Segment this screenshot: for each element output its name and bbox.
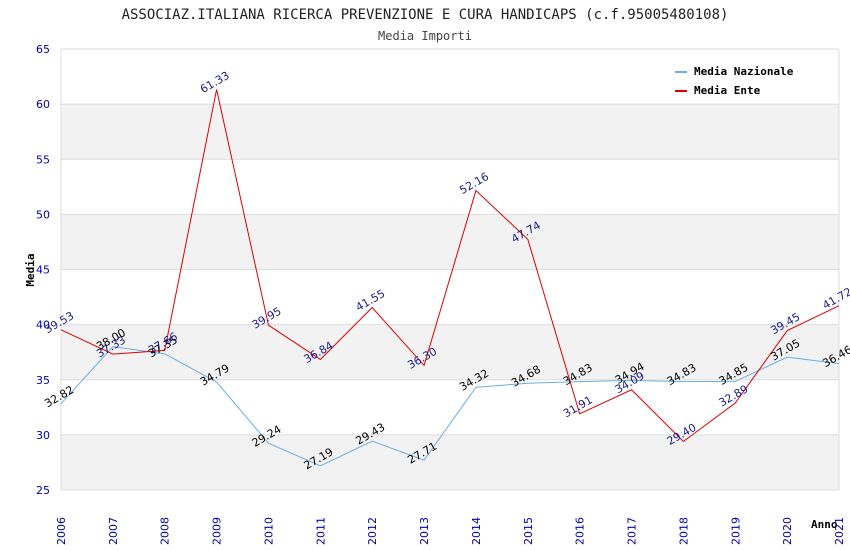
plot-band <box>61 159 839 215</box>
chart-subtitle: Media Importi <box>378 29 472 43</box>
legend-box <box>668 60 810 100</box>
plot-band <box>61 324 839 380</box>
y-tick-label: 45 <box>36 264 50 277</box>
y-tick-label: 25 <box>36 484 50 497</box>
series-lines <box>60 89 840 467</box>
grid-lines <box>60 48 840 491</box>
legend: Media Nazionale Media Ente <box>668 60 810 100</box>
y-axis-ticks: 25 30 35 40 45 50 55 60 65 <box>36 43 50 497</box>
series-line-media-ente <box>60 89 840 443</box>
x-tick-label: 2010 <box>262 517 275 545</box>
y-tick-label: 35 <box>36 374 50 387</box>
plot-band <box>61 434 839 490</box>
x-tick-label: 2017 <box>626 517 639 545</box>
y-tick-label: 60 <box>36 98 50 111</box>
x-tick-label: 2014 <box>470 517 483 545</box>
x-axis-ticks: 2006 2007 2008 2009 2010 2011 2012 2013 2014 2015… <box>55 517 846 545</box>
legend-label-media-ente: Media Ente <box>694 84 761 97</box>
x-tick-label: 2011 <box>314 517 327 545</box>
legend-label-media-nazionale: Media Nazionale <box>694 65 794 78</box>
x-tick-label: 2012 <box>366 517 379 545</box>
y-tick-label: 30 <box>36 429 50 442</box>
x-tick-label: 2013 <box>418 517 431 545</box>
y-tick-label: 50 <box>36 208 50 221</box>
y-tick-label: 55 <box>36 153 50 166</box>
x-tick-label: 2009 <box>211 517 224 545</box>
x-tick-label: 2020 <box>781 517 794 545</box>
x-tick-label: 2018 <box>677 517 690 545</box>
x-tick-label: 2021 <box>833 517 846 545</box>
x-tick-label: 2019 <box>729 517 742 545</box>
plot-band <box>61 104 839 160</box>
x-tick-label: 2015 <box>522 517 535 545</box>
y-axis-label: Media <box>24 253 37 286</box>
x-tick-label: 2016 <box>574 517 587 545</box>
x-tick-label: 2006 <box>55 517 68 545</box>
plot-band <box>61 379 839 435</box>
plot-band <box>61 214 839 270</box>
series-line-media-nazionale <box>60 346 840 467</box>
chart-title: ASSOCIAZ.ITALIANA RICERCA PREVENZIONE E … <box>122 7 729 23</box>
y-tick-label: 40 <box>36 319 50 332</box>
x-tick-label: 2007 <box>107 517 120 545</box>
x-axis-label: Anno <box>811 518 838 531</box>
y-tick-label: 65 <box>36 43 50 56</box>
x-tick-label: 2008 <box>159 517 172 545</box>
